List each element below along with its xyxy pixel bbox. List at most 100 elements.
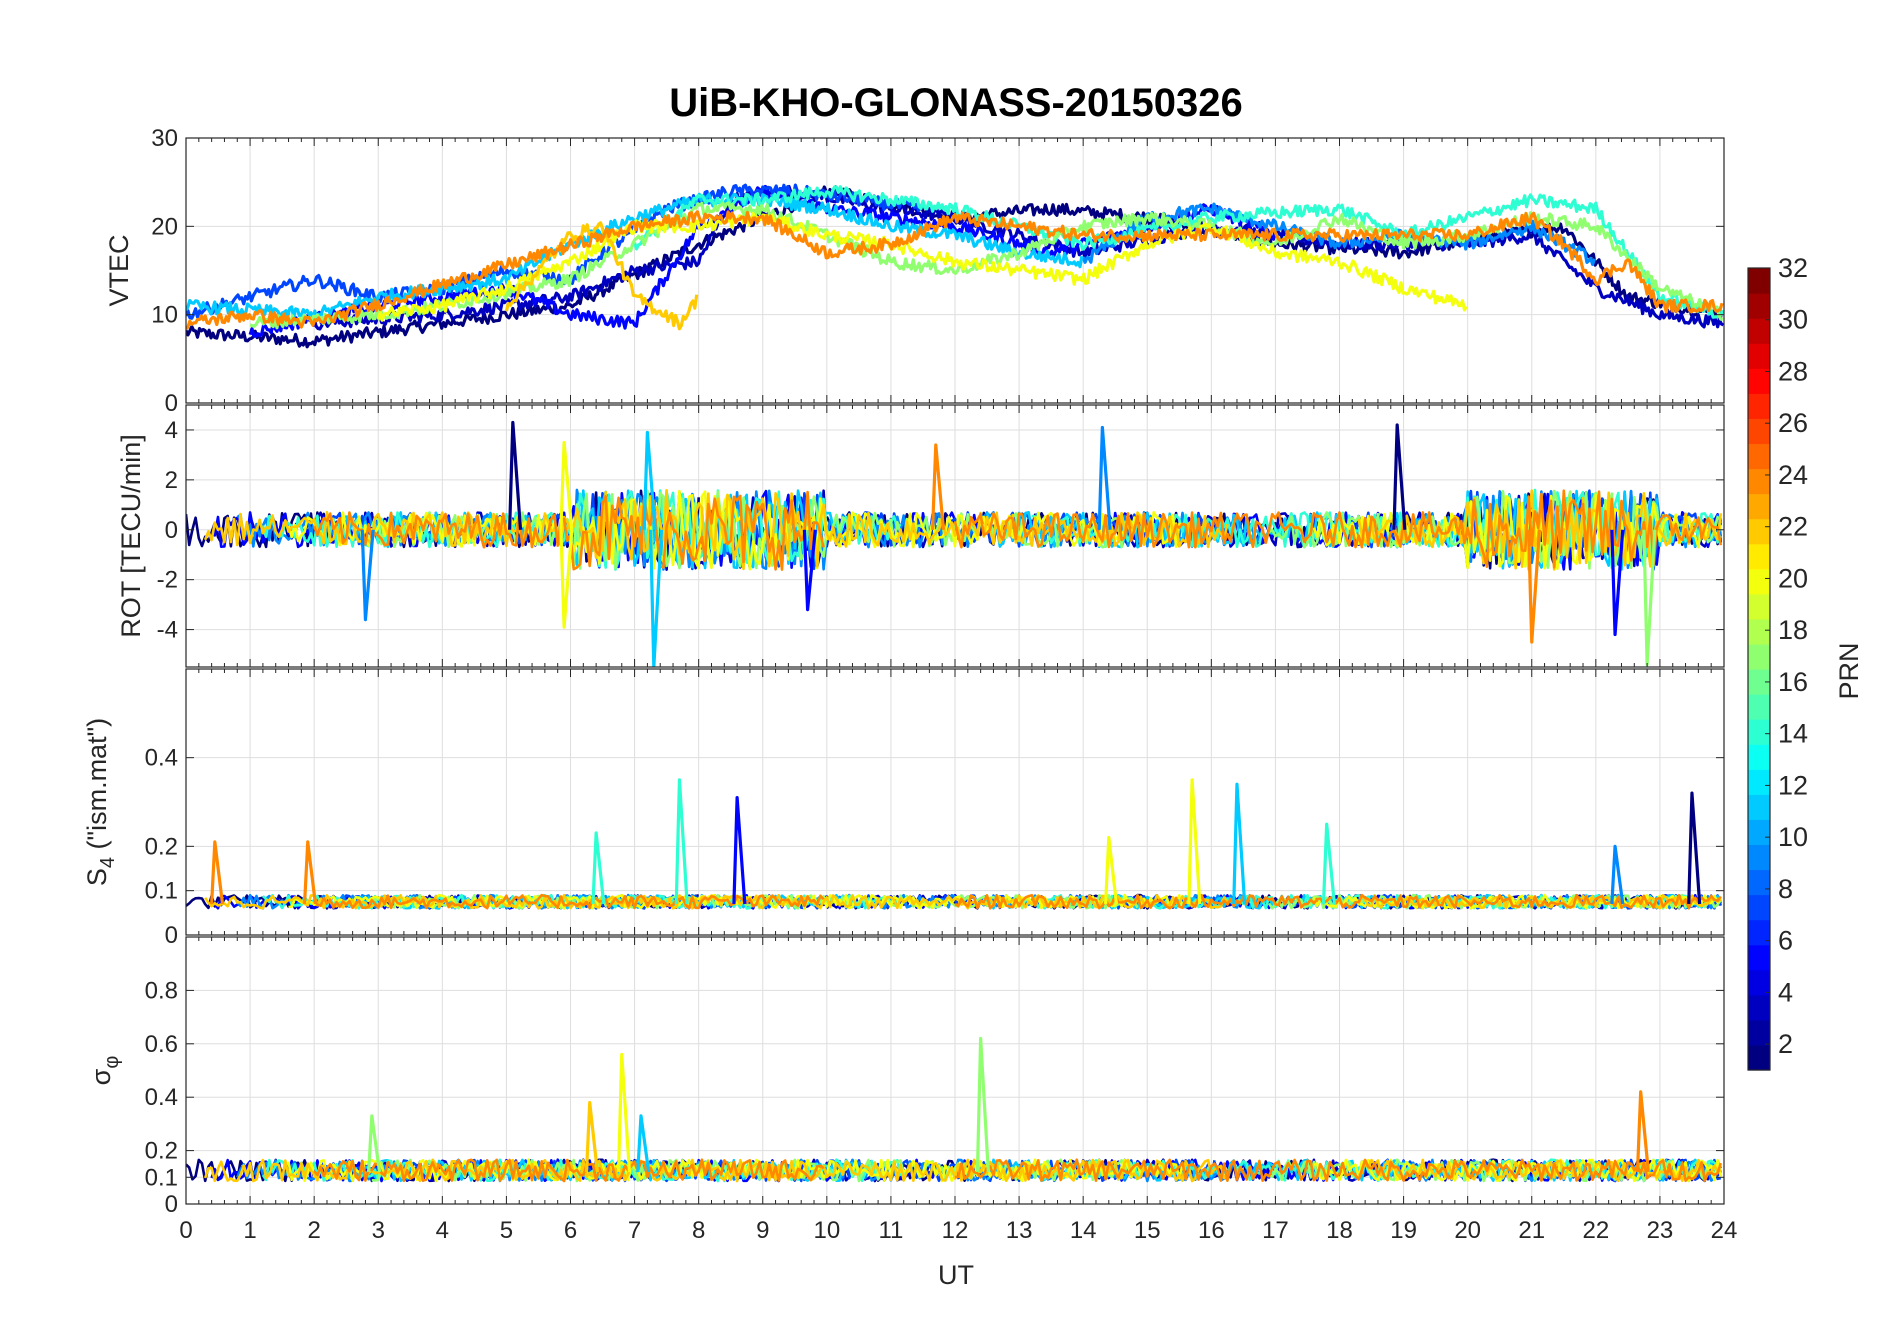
colorbar-tick-label: 28 [1778, 356, 1808, 386]
colorbar-tick-label: 4 [1778, 977, 1793, 1007]
colorbar-tick-label: 26 [1778, 408, 1808, 438]
colorbar-step [1748, 769, 1770, 795]
s4-spike-prn-9 [1610, 844, 1625, 905]
rot-spike-prn-9 [360, 529, 375, 622]
s4-spike-prn-14 [591, 831, 606, 905]
colorbar-step [1748, 443, 1770, 470]
colorbar-step [1748, 744, 1770, 770]
sigma-spike-prn-22 [584, 1100, 600, 1173]
y-tick-label: 20 [151, 213, 178, 240]
colorbar-step [1748, 1019, 1770, 1046]
colorbar-step [1748, 418, 1770, 445]
x-tick-label: 7 [628, 1217, 641, 1244]
x-tick-label: 2 [307, 1217, 320, 1244]
colorbar-step [1748, 343, 1770, 369]
x-tick-label: 21 [1518, 1217, 1545, 1244]
colorbar-step [1748, 593, 1770, 620]
colorbar-tick-label: 2 [1778, 1029, 1793, 1059]
x-tick-label: 0 [179, 1217, 192, 1244]
rot-spike-prn-9 [1097, 425, 1112, 530]
x-tick-label: 14 [1070, 1217, 1097, 1244]
y-tick-label: -4 [157, 617, 178, 644]
x-tick-labels: 0 1 2 3 4 5 6 7 8 9 10 11 12 13 14 15 16 17 18 19 20 21 22 23 24 [179, 1217, 1737, 1244]
s4-spike-prn-20 [1187, 778, 1202, 905]
colorbar-tick-label: 14 [1778, 719, 1808, 749]
panel-vtec-data [186, 183, 1724, 349]
vtec-series-prn-9 [1081, 202, 1597, 266]
y-tick-label: 0.1 [145, 878, 178, 905]
rot-spike-prn-20 [559, 440, 574, 530]
y-tick-label: 0.8 [145, 977, 178, 1004]
y-tick-label: 4 [165, 417, 178, 444]
x-tick-label: 13 [1006, 1217, 1033, 1244]
colorbar-step [1748, 568, 1770, 595]
y-tick-label: 30 [151, 125, 178, 152]
colorbar-step [1748, 1044, 1770, 1071]
y-tick-label: 0 [165, 517, 178, 544]
x-tick-label: 5 [500, 1217, 513, 1244]
colorbar-step [1748, 844, 1770, 871]
colorbar-tick-label: 12 [1778, 770, 1808, 800]
x-tick-label: 23 [1647, 1217, 1674, 1244]
x-tick-label: 24 [1711, 1217, 1738, 1244]
sigma-spike-prn-11 [636, 1114, 651, 1173]
y-axis-label-sigma: σφ [86, 1056, 123, 1086]
x-tick-label: 16 [1198, 1217, 1225, 1244]
y-axis-label-s4: S4 ("ism.mat") [82, 718, 119, 886]
sigma-series-prn-24 [313, 1158, 1723, 1183]
y-tick-label: 0 [165, 1191, 178, 1218]
sigma-spike-prn-17 [975, 1036, 990, 1173]
x-tick-label: 3 [372, 1217, 385, 1244]
colorbar-step [1748, 719, 1770, 745]
x-tick-label: 11 [878, 1217, 903, 1244]
colorbar-step [1748, 694, 1770, 720]
colorbar-step [1748, 268, 1770, 294]
y-axis-label-vtec: VTEC [104, 234, 134, 306]
y-tick-label: -2 [157, 567, 178, 594]
colorbar-step [1748, 368, 1770, 394]
vtec-series-prn-22 [504, 221, 699, 331]
colorbar-step [1748, 794, 1770, 820]
panel-rot-data [186, 420, 1723, 667]
panel-s4: 0 0.1 0.2 0.4 S4 ("ism.mat") [82, 668, 1725, 949]
y-tick-label: 10 [151, 302, 178, 329]
s4-spike-prn-14 [1321, 822, 1336, 905]
rot-spike-prn-5 [1610, 529, 1625, 637]
x-tick-label: 10 [813, 1217, 840, 1244]
panel-sigma-ticks [185, 937, 1725, 1205]
colorbar-tick-label: 30 [1778, 305, 1808, 335]
colorbar-label: PRN [1834, 642, 1864, 699]
colorbar-step [1748, 318, 1770, 344]
panel-s4-ticks [185, 669, 1725, 936]
x-tick-label: 9 [756, 1217, 769, 1244]
s4-spike-prn-11 [1232, 782, 1247, 905]
x-tick-label: 20 [1454, 1217, 1481, 1244]
x-tick-label: 17 [1262, 1217, 1289, 1244]
x-tick-label: 19 [1390, 1217, 1417, 1244]
colorbar-tick-label: 32 [1778, 253, 1808, 283]
panel-vtec-ticks [185, 137, 1725, 404]
y-axis-label-rot: ROT [TECU/min] [116, 434, 146, 638]
vtec-series-prn-11 [186, 192, 1084, 322]
rot-series-prn-24 [312, 489, 1723, 571]
rot-spike-prn-24 [930, 443, 946, 530]
panel-rot-ticks [185, 405, 1725, 667]
s4-spike-prn-20 [1104, 835, 1119, 905]
y-tick-label: 0.2 [145, 833, 178, 860]
y-tick-label: 0.4 [145, 1084, 178, 1111]
y-tick-label: 0.2 [145, 1138, 178, 1165]
colorbar-tick-label: 16 [1778, 667, 1808, 697]
colorbar-step [1748, 618, 1770, 645]
y-tick-label: 0.4 [145, 745, 178, 772]
colorbar-step [1748, 919, 1770, 946]
x-tick-label: 4 [436, 1217, 449, 1244]
x-tick-label: 15 [1134, 1217, 1161, 1244]
panel-sigma: 00.10.2 0.4 0.6 0.8 σφ [86, 936, 1725, 1218]
s4-series-prn-24 [313, 893, 1722, 910]
colorbar-step [1748, 994, 1770, 1021]
colorbar-step [1748, 393, 1770, 419]
vtec-series-prn-24 [186, 210, 1724, 331]
colorbar-frame [1747, 267, 1771, 1071]
